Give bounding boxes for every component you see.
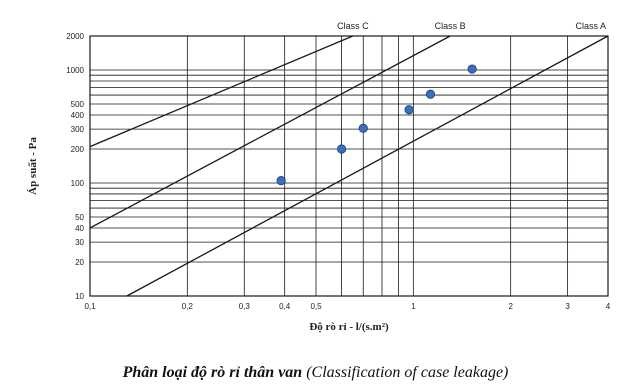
y-tick-label: 500 <box>71 100 85 109</box>
x-tick-label: 2 <box>508 302 513 311</box>
y-tick-label: 40 <box>75 224 84 233</box>
figure-caption: Phân loại độ rò rỉ thân van (Classificat… <box>0 364 631 382</box>
class-line-label: Class B <box>435 21 466 31</box>
class-line <box>89 35 354 148</box>
y-tick-label: 20 <box>75 258 84 267</box>
y-tick-label: 300 <box>71 125 85 134</box>
x-tick-label: 0,3 <box>239 302 251 311</box>
data-point <box>358 123 368 133</box>
x-tick-label: 0,2 <box>182 302 194 311</box>
class-line <box>126 35 609 297</box>
data-point <box>276 176 286 186</box>
y-tick-label: 1000 <box>66 66 84 75</box>
y-tick-label: 50 <box>75 213 84 222</box>
y-tick-label: 100 <box>71 179 85 188</box>
plot-border <box>89 35 609 297</box>
class-line-label: Class A <box>575 21 606 31</box>
x-tick-label: 0,4 <box>279 302 291 311</box>
x-tick-label: 1 <box>411 302 416 311</box>
y-tick-label: 400 <box>71 111 85 120</box>
plot-area <box>90 36 608 296</box>
y-tick-label: 200 <box>71 145 85 154</box>
y-tick-label: 30 <box>75 238 84 247</box>
caption-sub: (Classification of case leakage) <box>306 364 509 381</box>
data-point <box>404 105 414 115</box>
x-tick-label: 3 <box>565 302 570 311</box>
class-lines-layer <box>89 35 609 297</box>
data-point <box>425 89 436 99</box>
caption-main: Phân loại độ rò rỉ thân van <box>122 364 303 381</box>
y-axis-label: Áp suất - Pa <box>27 137 39 195</box>
y-tick-label: 10 <box>75 292 84 301</box>
data-point <box>467 64 477 74</box>
data-points-layer <box>276 64 477 186</box>
class-line-label: Class C <box>337 21 369 31</box>
class-line <box>89 35 451 229</box>
y-tick-label: 2000 <box>66 32 84 41</box>
x-tick-label: 0,5 <box>310 302 322 311</box>
x-tick-label: 4 <box>606 302 611 311</box>
data-point <box>337 144 347 154</box>
x-axis-label: Độ rò rỉ - l/(s.m²) <box>309 321 389 333</box>
tick-labels-layer: Class C Class B Class A 0,1 0,2 0,3 0,4 0,5 1 2 3 4… <box>66 21 611 311</box>
x-tick-label: 0,1 <box>84 302 96 311</box>
